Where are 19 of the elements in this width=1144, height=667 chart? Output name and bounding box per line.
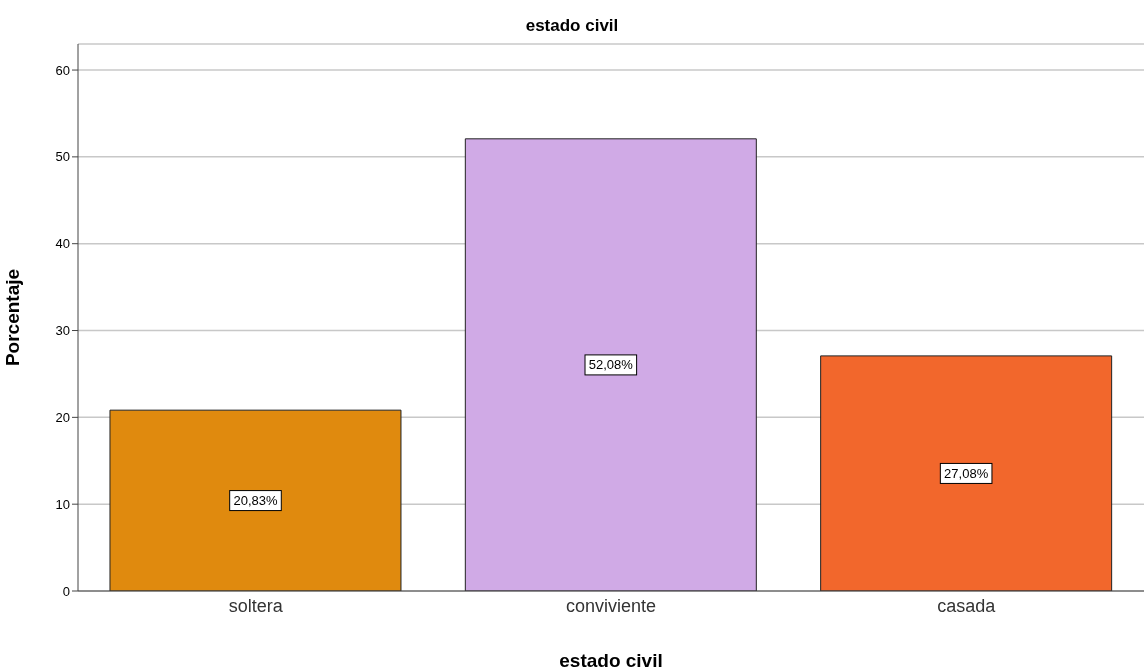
y-tick-label: 0 — [62, 583, 70, 599]
y-tick-label: 40 — [55, 236, 70, 252]
y-tick-label: 60 — [55, 62, 70, 78]
chart-title: estado civil — [524, 16, 620, 36]
x-tick-label: soltera — [228, 595, 284, 616]
data-label: 27,08% — [944, 465, 989, 481]
x-tick-label: conviviente — [565, 595, 657, 616]
y-tick-label: 50 — [55, 149, 70, 165]
data-label: 52,08% — [588, 357, 634, 373]
bar — [109, 409, 402, 591]
y-axis-title: Porcentaje — [1, 268, 23, 367]
bar — [820, 355, 1113, 591]
bar — [464, 138, 757, 591]
data-label: 20,83% — [233, 493, 278, 509]
y-tick-label: 10 — [55, 496, 70, 512]
x-tick-label: casada — [937, 595, 997, 616]
y-tick-label: 30 — [55, 323, 70, 339]
x-axis-title: estado civil — [559, 650, 663, 667]
y-tick-label: 20 — [55, 409, 70, 425]
